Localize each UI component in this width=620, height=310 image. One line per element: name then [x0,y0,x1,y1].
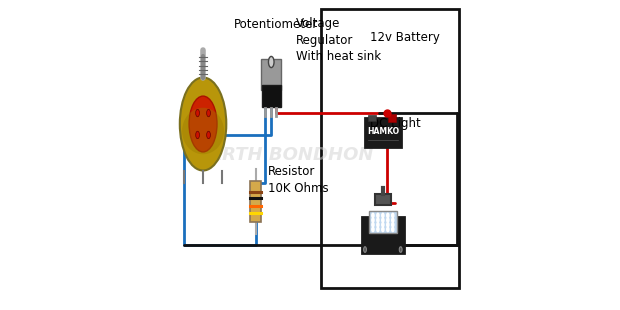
Ellipse shape [392,218,394,222]
FancyBboxPatch shape [388,114,396,122]
Ellipse shape [372,218,374,222]
Ellipse shape [182,108,224,154]
Ellipse shape [392,213,394,218]
Ellipse shape [196,131,200,139]
Ellipse shape [387,218,389,222]
Ellipse shape [372,213,374,218]
Text: DC Light: DC Light [371,117,421,131]
Ellipse shape [377,227,379,232]
Ellipse shape [387,227,389,232]
FancyBboxPatch shape [369,211,397,232]
Text: Voltage
Regulator
With heat sink: Voltage Regulator With heat sink [296,17,381,63]
Ellipse shape [196,109,200,117]
Ellipse shape [377,213,379,218]
Ellipse shape [206,109,210,117]
Ellipse shape [387,223,389,227]
FancyBboxPatch shape [365,118,401,147]
Ellipse shape [382,213,384,218]
Ellipse shape [399,247,402,252]
Text: 12v Battery: 12v Battery [371,31,440,44]
Ellipse shape [180,78,226,170]
FancyBboxPatch shape [362,217,404,253]
Ellipse shape [372,227,374,232]
FancyBboxPatch shape [261,59,281,90]
Ellipse shape [382,227,384,232]
Ellipse shape [392,223,394,227]
Ellipse shape [189,96,217,152]
Ellipse shape [363,247,366,252]
FancyBboxPatch shape [375,194,391,205]
Ellipse shape [382,223,384,227]
Ellipse shape [377,223,379,227]
Ellipse shape [392,227,394,232]
Text: HAMKO: HAMKO [367,126,399,135]
Ellipse shape [377,218,379,222]
FancyBboxPatch shape [262,85,280,107]
Ellipse shape [268,56,274,68]
Text: Resistor
10K Ohms: Resistor 10K Ohms [268,165,329,195]
Ellipse shape [372,223,374,227]
Text: EARTH BONDHON: EARTH BONDHON [197,146,374,164]
FancyBboxPatch shape [368,115,376,121]
Ellipse shape [387,213,389,218]
Text: Potentiometer: Potentiometer [234,18,318,31]
Ellipse shape [206,131,210,139]
FancyBboxPatch shape [250,181,262,222]
Ellipse shape [382,218,384,222]
